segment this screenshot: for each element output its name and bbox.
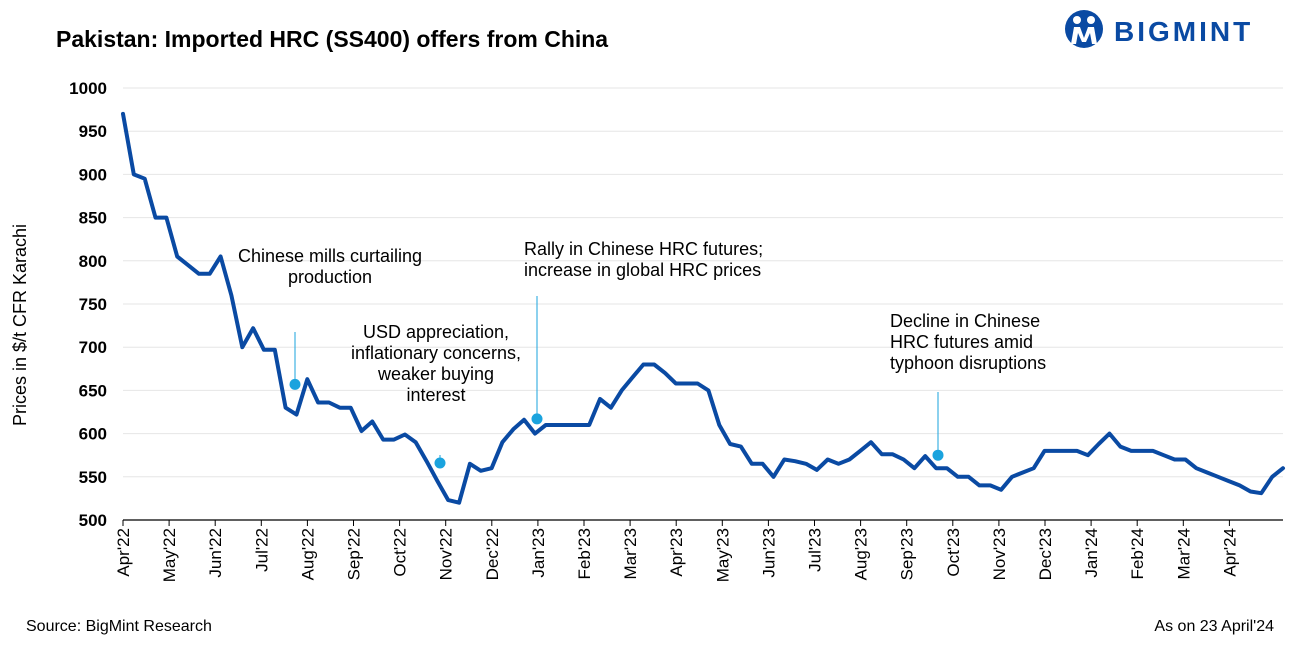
annotation-marker xyxy=(531,413,543,425)
series-line xyxy=(121,111,1285,505)
y-tick-label: 700 xyxy=(79,338,107,357)
annotation-marker xyxy=(932,449,944,461)
x-tick-label: Apr'23 xyxy=(667,528,686,577)
x-tick-label: Oct'22 xyxy=(391,528,410,577)
x-tick-label: Jun'22 xyxy=(206,528,225,578)
annotation-text: interest xyxy=(406,385,465,405)
x-tick-label: Mar'24 xyxy=(1174,528,1193,579)
logo-wordmark: BIGMINT xyxy=(1114,16,1253,47)
y-tick-label: 750 xyxy=(79,295,107,314)
y-tick-label: 550 xyxy=(79,468,107,487)
x-tick-label: Jan'23 xyxy=(529,528,548,578)
bigmint-logo: BIGMINT xyxy=(1065,10,1253,48)
x-tick-label: Mar'23 xyxy=(621,528,640,579)
y-tick-label: 1000 xyxy=(69,79,107,98)
x-tick-label: May'23 xyxy=(713,528,732,582)
x-tick-label: May'22 xyxy=(160,528,179,582)
logo-icon xyxy=(1065,10,1103,48)
annotation-marker xyxy=(434,457,446,469)
x-tick-label: Jul'23 xyxy=(806,528,825,572)
annotation-text: weaker buying xyxy=(377,364,494,384)
y-tick-label: 800 xyxy=(79,252,107,271)
x-tick-label: Apr'22 xyxy=(114,528,133,577)
y-axis: 1000 950 900 850 800 750 700 650 600 550 500 xyxy=(69,79,107,530)
x-tick-label: Jan'24 xyxy=(1082,528,1101,578)
x-tick-label: Aug'23 xyxy=(852,528,871,580)
x-tick-label: Sep'22 xyxy=(345,528,364,580)
chart-title: Pakistan: Imported HRC (SS400) offers fr… xyxy=(56,26,609,52)
x-tick-label: Feb'24 xyxy=(1128,528,1147,579)
x-tick-label: Jun'23 xyxy=(759,528,778,578)
x-tick-label: Sep'23 xyxy=(898,528,917,580)
annotation-text: production xyxy=(288,267,372,287)
y-tick-label: 650 xyxy=(79,381,107,400)
annotation-text: typhoon disruptions xyxy=(890,353,1046,373)
annotation-text: HRC futures amid xyxy=(890,332,1033,352)
y-tick-label: 600 xyxy=(79,425,107,444)
source-note: Source: BigMint Research xyxy=(26,618,212,635)
gridlines xyxy=(123,87,1283,521)
y-tick-label: 900 xyxy=(79,165,107,184)
y-tick-label: 500 xyxy=(79,511,107,530)
y-tick-label: 850 xyxy=(79,209,107,228)
annotation-markers xyxy=(289,378,944,469)
x-tick-label: Apr'24 xyxy=(1220,528,1239,577)
x-tick-label: Nov'22 xyxy=(437,528,456,580)
annotation-text: increase in global HRC prices xyxy=(524,260,761,280)
annotation-marker xyxy=(289,378,301,390)
annotation-text: Chinese mills curtailing xyxy=(238,246,422,266)
x-tick-label: Aug'22 xyxy=(298,528,317,580)
annotation-text: USD appreciation, xyxy=(363,322,509,342)
x-tick-label: Oct'23 xyxy=(944,528,963,577)
annotation-text: inflationary concerns, xyxy=(351,343,521,363)
x-tick-label: Dec'22 xyxy=(483,528,502,580)
annotation-text: Decline in Chinese xyxy=(890,311,1040,331)
as-of-date: As on 23 April'24 xyxy=(1154,618,1274,635)
x-tick-label: Nov'23 xyxy=(990,528,1009,580)
x-tick-label: Jul'22 xyxy=(252,528,271,572)
x-tick-label: Dec'23 xyxy=(1036,528,1055,580)
y-axis-label: Prices in $/t CFR Karachi xyxy=(10,224,30,426)
annotation-text: Rally in Chinese HRC futures; xyxy=(524,239,763,259)
y-tick-label: 950 xyxy=(79,122,107,141)
x-tick-label: Feb'23 xyxy=(575,528,594,579)
x-axis: Apr'22 May'22 Jun'22 Jul'22 Aug'22 Sep'22 Oct'… xyxy=(114,519,1283,582)
